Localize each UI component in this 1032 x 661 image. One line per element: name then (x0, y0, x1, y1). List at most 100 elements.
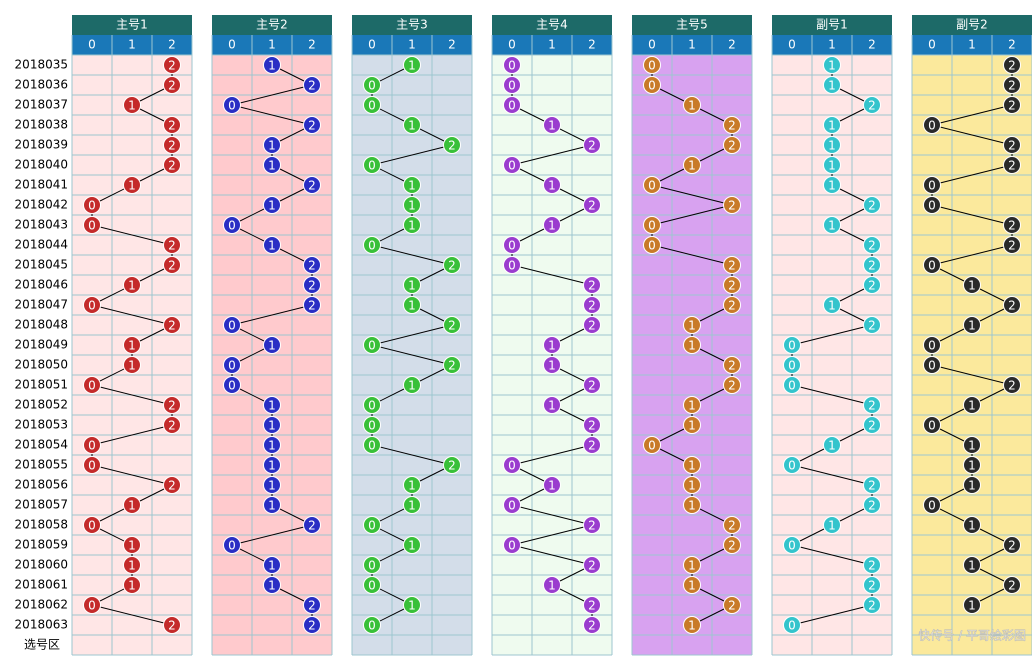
period-label: 2018040 (15, 158, 68, 172)
ball-number: 2 (1008, 379, 1016, 393)
group-header (212, 15, 332, 35)
period-label: 2018051 (15, 378, 68, 392)
ball-number: 0 (228, 359, 236, 373)
ball-number: 2 (868, 259, 876, 273)
ball (1003, 296, 1021, 314)
ball (823, 76, 841, 94)
ball-number: 2 (308, 519, 316, 533)
ball-number: 1 (688, 159, 696, 173)
ball (963, 476, 981, 494)
ball-number: 1 (548, 479, 556, 493)
trend-line (511, 144, 593, 166)
ball-number: 2 (868, 239, 876, 253)
ball (583, 596, 601, 614)
ball-number: 0 (368, 419, 376, 433)
ball (723, 296, 741, 314)
ball (303, 276, 321, 294)
ball (503, 76, 521, 94)
ball-number: 1 (408, 179, 416, 193)
ball-number: 0 (88, 519, 96, 533)
trend-line (931, 124, 1013, 146)
ball (963, 516, 981, 534)
column-header: 0 (928, 38, 936, 52)
ball (223, 356, 241, 374)
ball-number: 1 (408, 539, 416, 553)
ball-number: 0 (88, 459, 96, 473)
group-header (632, 15, 752, 35)
ball (303, 516, 321, 534)
trend-line (91, 384, 173, 406)
column-header: 2 (168, 38, 176, 52)
ball-number: 1 (548, 119, 556, 133)
ball-number: 2 (588, 519, 596, 533)
group-name: 主号2 (256, 18, 288, 32)
trend-line (231, 304, 313, 326)
ball (363, 336, 381, 354)
ball (583, 316, 601, 334)
ball-number: 2 (1008, 139, 1016, 153)
period-label: 2018043 (15, 218, 68, 232)
ball-number: 1 (408, 59, 416, 73)
ball-number: 1 (968, 559, 976, 573)
ball (223, 316, 241, 334)
period-label: 2018046 (15, 278, 68, 292)
ball (1003, 136, 1021, 154)
ball (583, 376, 601, 394)
ball (923, 416, 941, 434)
ball-number: 1 (968, 319, 976, 333)
trend-line (791, 544, 873, 566)
ball (863, 556, 881, 574)
ball (163, 396, 181, 414)
ball-number: 1 (268, 579, 276, 593)
ball-number: 1 (688, 339, 696, 353)
period-label: 2018057 (15, 498, 68, 512)
ball-number: 0 (508, 539, 516, 553)
ball-number: 0 (928, 179, 936, 193)
column-header: 2 (588, 38, 596, 52)
ball (263, 56, 281, 74)
column-header: 1 (408, 38, 416, 52)
ball-number: 1 (968, 599, 976, 613)
ball (963, 556, 981, 574)
column-header-bg (772, 35, 892, 55)
footer-label: 选号区 (24, 638, 60, 652)
ball (823, 216, 841, 234)
ball (1003, 236, 1021, 254)
ball-number: 2 (308, 599, 316, 613)
column-header: 1 (268, 38, 276, 52)
period-label: 2018053 (15, 418, 68, 432)
ball (783, 616, 801, 634)
column-header: 2 (308, 38, 316, 52)
ball-number: 2 (728, 139, 736, 153)
ball (783, 456, 801, 474)
ball-number: 2 (308, 259, 316, 273)
ball-number: 0 (508, 459, 516, 473)
ball (683, 616, 701, 634)
ball (643, 176, 661, 194)
ball (163, 56, 181, 74)
trend-line (931, 104, 1013, 126)
column-header: 1 (548, 38, 556, 52)
ball-number: 2 (308, 279, 316, 293)
ball-number: 1 (408, 599, 416, 613)
ball (303, 256, 321, 274)
period-label: 2018050 (15, 358, 68, 372)
ball-number: 0 (928, 499, 936, 513)
ball (503, 156, 521, 174)
ball (163, 136, 181, 154)
ball (263, 476, 281, 494)
column-header: 2 (728, 38, 736, 52)
period-label: 2018058 (15, 518, 68, 532)
period-label: 2018060 (15, 558, 68, 572)
column-header: 1 (828, 38, 836, 52)
group-name: 主号5 (676, 18, 708, 32)
ball (363, 96, 381, 114)
trend-line (231, 524, 313, 546)
ball (403, 476, 421, 494)
ball-number: 0 (88, 439, 96, 453)
ball-number: 2 (588, 379, 596, 393)
period-label: 2018052 (15, 398, 68, 412)
ball-number: 0 (788, 379, 796, 393)
ball (863, 96, 881, 114)
ball-number: 2 (1008, 159, 1016, 173)
